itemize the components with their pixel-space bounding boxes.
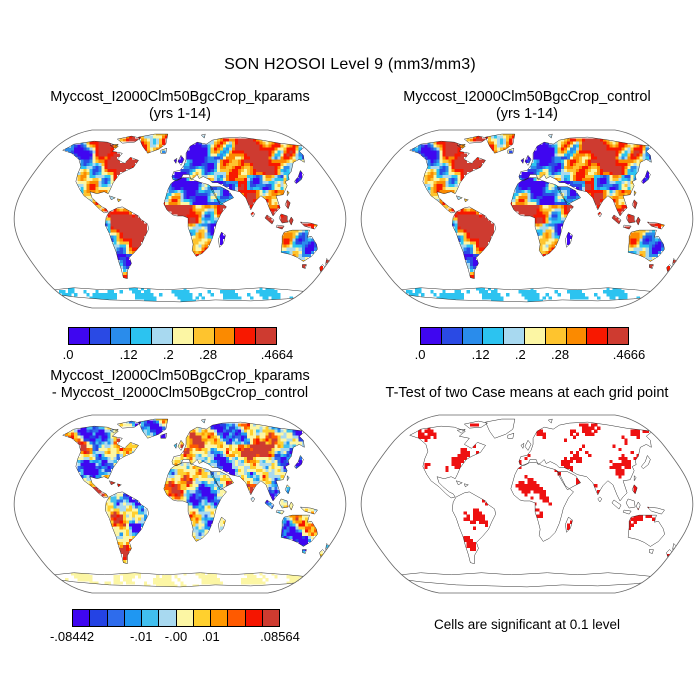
colorbar-labels: .0 .12 .2 .28 .4664 — [63, 347, 294, 364]
colorbar-tick-label: .0 — [62, 347, 74, 362]
colorbar-segment — [608, 328, 628, 344]
colorbar-segment — [90, 610, 108, 626]
colorbar-labels: -.08442 -.01 -.00 .01 .08564 — [50, 629, 300, 646]
colorbar-segment — [193, 610, 211, 626]
panel-title-control-line2: (yrs 1-14) — [495, 106, 559, 122]
colorbar-segment — [441, 328, 463, 344]
colorbar-segment — [73, 610, 91, 626]
colorbar-segment — [214, 328, 236, 344]
map-kparams — [13, 129, 347, 309]
map-ttest — [360, 414, 694, 594]
figure-title: SON H2OSOI Level 9 (mm3/mm3) — [224, 56, 476, 73]
colorbar-kparams: .0 .12 .2 .28 .4664 — [63, 327, 294, 364]
colorbar-segment — [421, 328, 442, 344]
colorbar-segment — [69, 328, 90, 344]
colorbar-segment — [545, 328, 567, 344]
panel-title-diff: Myccost_I2000Clm50BgcCrop_kparams - Mycc… — [5, 368, 355, 402]
colorbar-segment — [228, 610, 246, 626]
colorbar-segment — [89, 328, 111, 344]
colorbar-segment — [462, 328, 484, 344]
colorbar-segment — [245, 610, 263, 626]
panel-title-ttest-line1: T-Test of two Case means at each grid po… — [385, 385, 669, 401]
colorbar-segment — [504, 328, 525, 344]
panel-title-diff-line2: - Myccost_I2000Clm50BgcCrop_control — [51, 385, 309, 401]
colorbar-tick-label: .2 — [514, 347, 526, 362]
colorbar-segment — [235, 328, 257, 344]
colorbar-segment — [193, 328, 215, 344]
colorbar-tick-label: .28 — [550, 347, 570, 362]
map-diff — [13, 414, 347, 594]
colorbar-segment — [587, 328, 609, 344]
colorbar-segment — [131, 328, 153, 344]
colorbar-tick-label: -.08442 — [49, 629, 95, 644]
panel-title-ttest: T-Test of two Case means at each grid po… — [352, 385, 700, 402]
colorbar-segment — [142, 610, 160, 626]
colorbar-diff: -.08442 -.01 -.00 .01 .08564 — [50, 609, 300, 646]
colorbar-segment — [256, 328, 276, 344]
colorbar-segment — [262, 610, 279, 626]
panel-title-control-line1: Myccost_I2000Clm50BgcCrop_control — [403, 89, 651, 105]
colorbar-tick-label: .4664 — [260, 347, 294, 362]
colorbar-boxes — [68, 327, 277, 345]
colorbar-boxes — [72, 609, 280, 627]
colorbar-segment — [159, 610, 177, 626]
significance-note: Cells are significant at 0.1 level — [433, 617, 621, 632]
colorbar-tick-label: .12 — [471, 347, 490, 362]
colorbar-segment — [211, 610, 229, 626]
colorbar-tick-label: .08564 — [260, 629, 300, 644]
panel-title-kparams-line1: Myccost_I2000Clm50BgcCrop_kparams — [50, 89, 310, 105]
panel-title-kparams-line2: (yrs 1-14) — [148, 106, 212, 122]
colorbar-segment — [152, 328, 173, 344]
colorbar-segment — [524, 328, 546, 344]
colorbar-tick-label: .4666 — [612, 347, 646, 362]
colorbar-segment — [124, 610, 142, 626]
colorbar-segment — [483, 328, 505, 344]
colorbar-tick-label: .01 — [201, 629, 220, 644]
colorbar-tick-label: .12 — [119, 347, 138, 362]
colorbar-tick-label: -.00 — [164, 629, 188, 644]
panel-title-kparams: Myccost_I2000Clm50BgcCrop_kparams (yrs 1… — [5, 89, 355, 123]
colorbar-tick-label: -.01 — [130, 629, 153, 644]
colorbar-segment — [107, 610, 125, 626]
colorbar-segment — [110, 328, 132, 344]
map-control — [360, 129, 694, 309]
colorbar-segment — [176, 610, 194, 626]
colorbar-control: .0 .12 .2 .28 .4666 — [415, 327, 646, 364]
colorbar-labels: .0 .12 .2 .28 .4666 — [415, 347, 646, 364]
colorbar-boxes — [420, 327, 629, 345]
colorbar-tick-label: .28 — [198, 347, 218, 362]
colorbar-segment — [172, 328, 194, 344]
panel-title-control: Myccost_I2000Clm50BgcCrop_control (yrs 1… — [352, 89, 700, 123]
colorbar-tick-label: .2 — [162, 347, 174, 362]
colorbar-tick-label: .0 — [414, 347, 426, 362]
panel-title-diff-line1: Myccost_I2000Clm50BgcCrop_kparams — [50, 368, 310, 384]
colorbar-segment — [566, 328, 588, 344]
